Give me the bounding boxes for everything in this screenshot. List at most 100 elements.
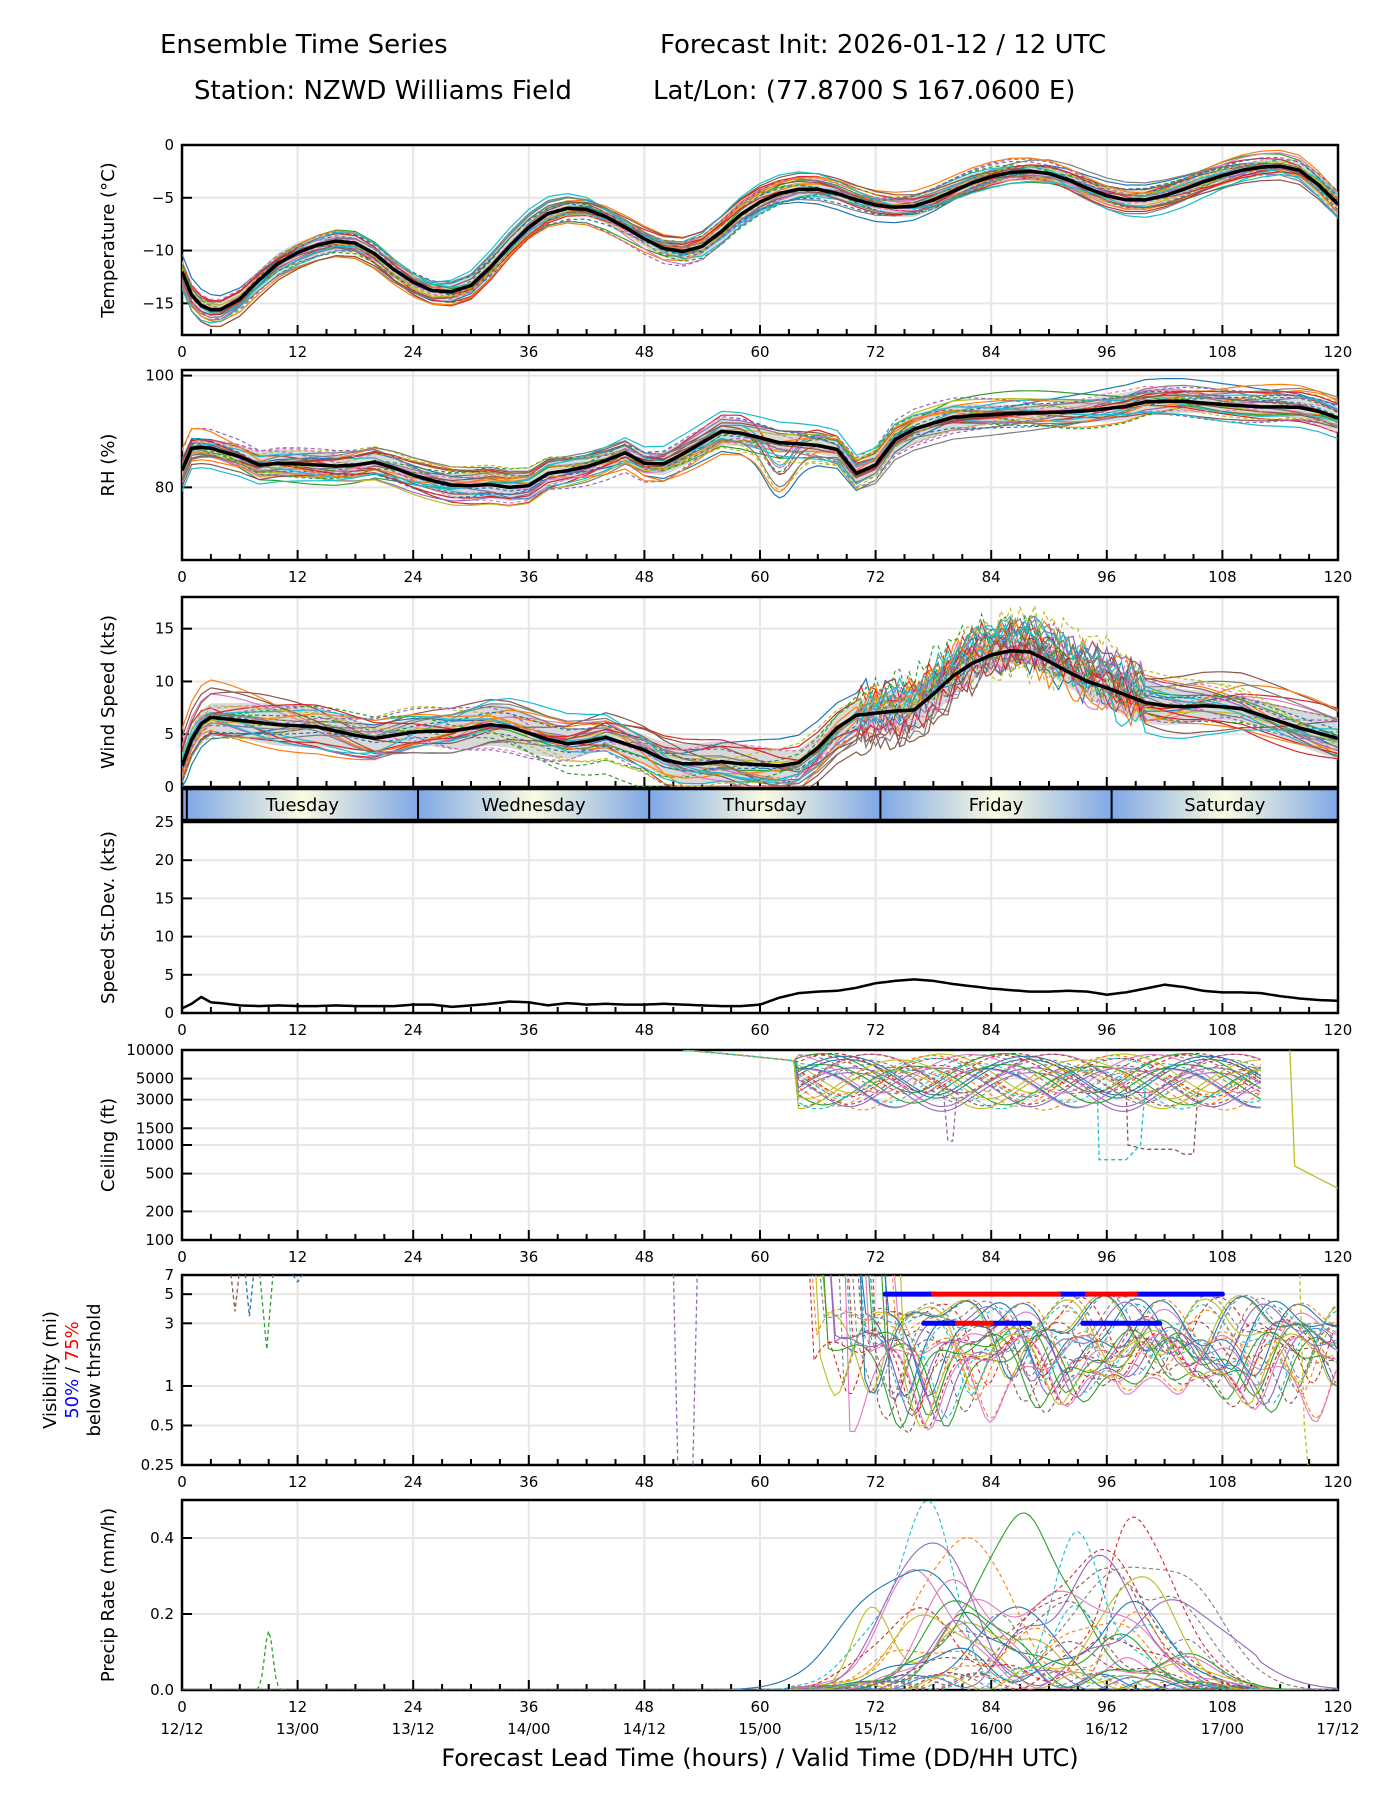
x-tick-label: 120 xyxy=(1324,343,1353,361)
ensemble-member-line xyxy=(682,1050,1261,1107)
y-tick-label: 0.2 xyxy=(150,1605,174,1623)
ensemble-member-line xyxy=(182,1566,1338,1690)
ensemble-member-line xyxy=(182,1614,1338,1690)
x-tick-label: 48 xyxy=(635,1021,654,1039)
x-tick-label: 96 xyxy=(1097,568,1116,586)
ensemble-member-line xyxy=(182,1600,1338,1690)
ensemble-member-line xyxy=(884,1275,1337,1398)
x-tick-label: 96 xyxy=(1097,1473,1116,1491)
ensemble-member-line xyxy=(682,1050,1262,1103)
x-valid-time-label: 13/12 xyxy=(392,1720,435,1738)
forecast-init: Forecast Init: 2026-01-12 / 12 UTC xyxy=(660,30,1107,60)
ensemble-member-line xyxy=(182,397,1338,500)
y-tick-label: 100 xyxy=(145,367,174,385)
ensemble-member-line xyxy=(682,1050,1262,1110)
ensemble-member-line xyxy=(182,622,1338,781)
x-tick-label: 12 xyxy=(288,343,307,361)
ensemble-member-line xyxy=(682,1050,1262,1104)
y-tick-label: 10 xyxy=(155,928,174,946)
x-tick-label: 0 xyxy=(177,1248,187,1266)
x-tick-label: 48 xyxy=(635,1473,654,1491)
ensemble-member-line xyxy=(182,160,1338,320)
plot-area xyxy=(182,978,1338,1010)
ensemble-member-line xyxy=(682,1050,1262,1094)
x-tick-label: 96 xyxy=(1097,1248,1116,1266)
ensemble-member-line xyxy=(182,156,1338,311)
x-valid-time-label: 14/12 xyxy=(623,1720,666,1738)
x-tick-label: 12 xyxy=(288,1248,307,1266)
ceiling-dip-line xyxy=(1096,1087,1146,1161)
y-tick-label: 3 xyxy=(164,1314,174,1332)
x-tick-label: 12 xyxy=(288,1473,307,1491)
x-tick-label: 60 xyxy=(750,1473,769,1491)
ensemble-member-line xyxy=(182,390,1338,491)
ensemble-member-line xyxy=(182,402,1338,479)
visibility-dip-line xyxy=(230,1275,240,1312)
ensemble-mean-line xyxy=(182,164,1338,312)
ensemble-member-line xyxy=(182,157,1338,323)
y-tick-label: −15 xyxy=(142,294,174,312)
x-tick-label: 108 xyxy=(1208,1248,1237,1266)
panel-visibility: 75 3 1 0.5 0.250 12 24 36 48 60 72 84 96 108 120 Visibi… xyxy=(40,1266,1352,1491)
precip-spike-line xyxy=(249,1630,288,1690)
ensemble-member-line xyxy=(182,397,1338,502)
y-tick-label: 1 xyxy=(164,1377,174,1395)
panel-precip_rate: 0.0 0.2 0.4 0 12/12 12 13/00 24 13/12 36 14/00 48 14… xyxy=(98,1498,1360,1772)
x-valid-time-label: 16/12 xyxy=(1085,1720,1128,1738)
x-tick-label: 48 xyxy=(635,1248,654,1266)
ensemble-member-line xyxy=(182,158,1338,309)
y-tick-label: 1500 xyxy=(136,1119,174,1137)
y-tick-label: 0.0 xyxy=(150,1681,174,1699)
x-tick-label: 36 xyxy=(519,1698,538,1716)
y-tick-label: 0 xyxy=(164,1004,174,1022)
x-tick-label: 36 xyxy=(519,568,538,586)
panel-wind_speed: 0 5 10 15 Wind Speed (kts) xyxy=(98,595,1340,796)
day-band-segment xyxy=(880,789,1112,820)
ensemble-member-line xyxy=(852,1275,1335,1394)
x-tick-label: 96 xyxy=(1097,1021,1116,1039)
plot-frame xyxy=(180,820,1340,1015)
x-tick-label: 60 xyxy=(750,1698,769,1716)
y-tick-label: 15 xyxy=(155,889,174,907)
threshold-legend: 50% / 75% xyxy=(62,1321,83,1419)
ensemble-member-line xyxy=(865,1275,1338,1431)
x-tick-label: 48 xyxy=(635,1698,654,1716)
x-valid-time-label: 17/00 xyxy=(1201,1720,1244,1738)
ensemble-member-line xyxy=(182,396,1338,480)
x-valid-time-label: 15/12 xyxy=(854,1720,897,1738)
x-tick-label: 0 xyxy=(177,1698,187,1716)
x-valid-time-label: 16/00 xyxy=(970,1720,1013,1738)
ensemble-member-line xyxy=(182,1600,1338,1690)
y-tick-label: 3000 xyxy=(136,1091,174,1109)
plot-frame xyxy=(180,1048,1340,1242)
ensemble-member-line xyxy=(870,1275,1338,1401)
station-latlon: Lat/Lon: (77.8700 S 167.0600 E) xyxy=(653,76,1076,106)
ensemble-member-line xyxy=(182,392,1338,488)
ensemble-member-line xyxy=(182,1590,1338,1690)
x-tick-label: 84 xyxy=(982,1698,1001,1716)
x-tick-label: 72 xyxy=(866,1473,885,1491)
y-tick-label: −10 xyxy=(142,242,174,260)
x-tick-label: 108 xyxy=(1208,1473,1237,1491)
ensemble-member-line xyxy=(182,1567,1338,1690)
x-tick-label: 12 xyxy=(288,1021,307,1039)
x-valid-time-label: 17/12 xyxy=(1316,1720,1359,1738)
ensemble-member-line xyxy=(182,378,1338,499)
x-tick-label: 84 xyxy=(982,568,1001,586)
ensemble-member-line xyxy=(682,1050,1262,1094)
ensemble-member-line xyxy=(182,1568,1338,1690)
ensemble-member-line xyxy=(182,655,1338,783)
x-tick-label: 24 xyxy=(404,1698,423,1716)
ensemble-member-line xyxy=(182,628,1338,772)
ensemble-member-line xyxy=(182,643,1338,772)
y-tick-label: 5 xyxy=(164,1285,174,1303)
ensemble-spread-band xyxy=(182,637,1338,785)
y-tick-label: 500 xyxy=(145,1165,174,1183)
x-tick-label: 120 xyxy=(1324,1248,1353,1266)
ensemble-member-line xyxy=(182,643,1338,787)
day-band-segment xyxy=(186,789,419,820)
threshold-75-label: 75% xyxy=(62,1321,83,1361)
day-band-segment xyxy=(649,789,881,820)
